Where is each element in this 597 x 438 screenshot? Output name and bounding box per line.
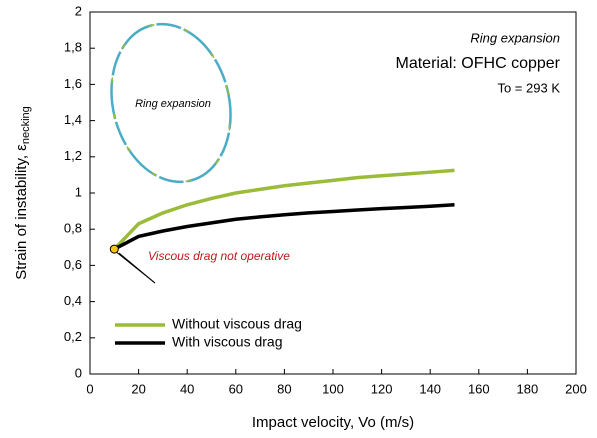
y-axis-title: Strain of instability, εnecking (13, 106, 32, 280)
y-tick-label: 0,2 (64, 329, 82, 344)
annotation: To = 293 K (497, 80, 560, 95)
legend-label: Without viscous drag (172, 316, 302, 332)
x-tick-label: 20 (131, 381, 145, 396)
y-tick-label: 0,4 (64, 293, 82, 308)
y-axis-title-sub: necking (20, 106, 32, 144)
x-tick-label: 60 (229, 381, 243, 396)
x-tick-label: 40 (180, 381, 194, 396)
y-tick-label: 0,6 (64, 257, 82, 272)
legend-label: With viscous drag (172, 334, 282, 350)
annotation: Ring expansion (470, 30, 560, 45)
annotation: Viscous drag not operative (148, 249, 290, 263)
x-tick-label: 80 (277, 381, 291, 396)
x-tick-label: 120 (371, 381, 393, 396)
y-tick-label: 1,8 (64, 40, 82, 55)
leader-line (118, 252, 156, 284)
y-tick-label: 0,8 (64, 221, 82, 236)
y-tick-label: 1 (75, 184, 82, 199)
x-tick-label: 200 (565, 381, 587, 396)
series-line (113, 168, 455, 251)
y-tick-label: 0 (75, 365, 82, 380)
y-axis-title-main: Strain of instability, ε (13, 144, 30, 280)
highlight-point (109, 244, 119, 254)
annotation: Ring expansion (135, 98, 211, 110)
y-tick-label: 2 (75, 3, 82, 18)
x-tick-label: 140 (419, 381, 441, 396)
y-tick-label: 1,2 (64, 148, 82, 163)
ring-illustration-accent (110, 23, 232, 183)
y-tick-label: 1,4 (64, 112, 82, 127)
annotation: Material: OFHC copper (396, 55, 561, 72)
x-tick-label: 100 (322, 381, 344, 396)
series-line (113, 203, 455, 251)
x-tick-label: 160 (468, 381, 490, 396)
x-axis-title: Impact velocity, Vo (m/s) (252, 414, 414, 431)
y-tick-label: 1,6 (64, 76, 82, 91)
x-tick-label: 0 (86, 381, 93, 396)
x-tick-label: 180 (517, 381, 539, 396)
